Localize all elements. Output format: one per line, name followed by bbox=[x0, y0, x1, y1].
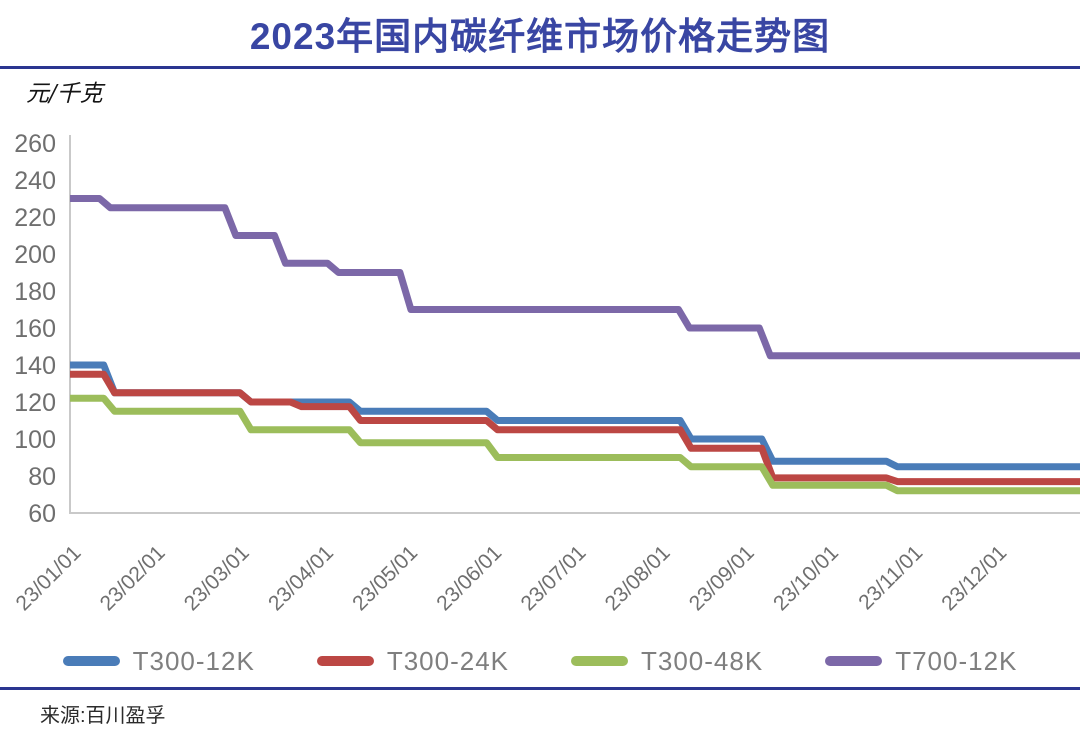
x-tick-label: 23/07/01 bbox=[516, 541, 590, 615]
title-divider bbox=[0, 66, 1080, 69]
legend-item-t700-12k: T700-12K bbox=[825, 646, 1017, 677]
series-line-T300-12K bbox=[70, 361, 1080, 471]
x-tick-label: 23/08/01 bbox=[601, 541, 675, 615]
legend-label: T300-48K bbox=[641, 645, 764, 676]
legend-item-t300-24k: T300-24K bbox=[316, 645, 509, 677]
legend-swatch-t300-12k bbox=[62, 656, 120, 666]
series-line-T300-24K bbox=[70, 370, 1080, 486]
y-tick-label: 220 bbox=[14, 204, 56, 232]
x-tick-label: 23/06/01 bbox=[432, 541, 506, 615]
source-label: 来源:百川盈孚 bbox=[40, 705, 166, 727]
legend-label: T700-12K bbox=[895, 645, 1018, 676]
x-tick-label: 23/04/01 bbox=[264, 541, 338, 615]
x-tick-label: 23/02/01 bbox=[96, 541, 170, 615]
y-tick-label: 100 bbox=[14, 426, 56, 454]
x-tick-label: 23/01/01 bbox=[11, 541, 85, 615]
y-tick-label: 160 bbox=[14, 315, 56, 343]
legend-swatch-t700-12k bbox=[825, 656, 883, 666]
chart-legend: T300-12K T300-24K T300-48K T700-12K bbox=[0, 644, 1080, 678]
x-tick-label: 23/03/01 bbox=[180, 541, 254, 615]
legend-label: T300-12K bbox=[132, 645, 255, 676]
legend-swatch-t300-24k bbox=[316, 656, 374, 666]
legend-swatch-t300-48k bbox=[571, 656, 628, 666]
legend-item-t300-12k: T300-12K bbox=[62, 645, 255, 677]
y-tick-label: 180 bbox=[14, 278, 56, 306]
series-line-T700-12K bbox=[70, 195, 1080, 360]
x-tick-label: 23/11/01 bbox=[854, 541, 927, 614]
y-tick-label: 60 bbox=[28, 500, 56, 528]
legend-item-t300-48k: T300-48K bbox=[571, 646, 763, 677]
y-tick-label: 80 bbox=[28, 463, 56, 491]
legend-label: T300-24K bbox=[386, 645, 509, 676]
y-tick-label: 140 bbox=[14, 352, 56, 380]
y-axis-unit-label: 元/千克 bbox=[26, 81, 103, 107]
footer-divider bbox=[0, 687, 1080, 690]
page-title: 2023年国内碳纤维市场价格走势图 bbox=[249, 16, 831, 57]
y-tick-label: 260 bbox=[14, 130, 56, 158]
series-line-T300-48K bbox=[70, 394, 1080, 495]
x-tick-label: 23/10/01 bbox=[769, 541, 843, 615]
y-tick-label: 120 bbox=[14, 389, 56, 417]
x-tick-label: 23/09/01 bbox=[685, 541, 759, 615]
y-tick-label: 200 bbox=[14, 241, 56, 269]
x-tick-label: 23/12/01 bbox=[937, 541, 1011, 615]
y-tick-label: 240 bbox=[14, 167, 56, 195]
x-tick-label: 23/05/01 bbox=[348, 541, 422, 615]
